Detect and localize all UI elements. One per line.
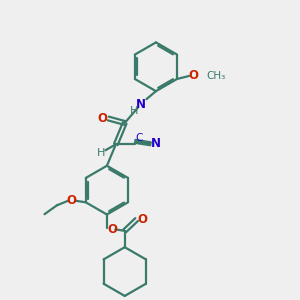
Text: O: O bbox=[108, 223, 118, 236]
Text: O: O bbox=[98, 112, 107, 125]
Text: H: H bbox=[97, 148, 105, 158]
Text: CH₃: CH₃ bbox=[207, 71, 226, 81]
Text: O: O bbox=[137, 213, 147, 226]
Text: C: C bbox=[135, 133, 142, 143]
Text: O: O bbox=[188, 70, 198, 83]
Text: N: N bbox=[136, 98, 146, 111]
Text: O: O bbox=[66, 194, 76, 207]
Text: N: N bbox=[151, 137, 161, 150]
Text: H: H bbox=[130, 106, 139, 116]
